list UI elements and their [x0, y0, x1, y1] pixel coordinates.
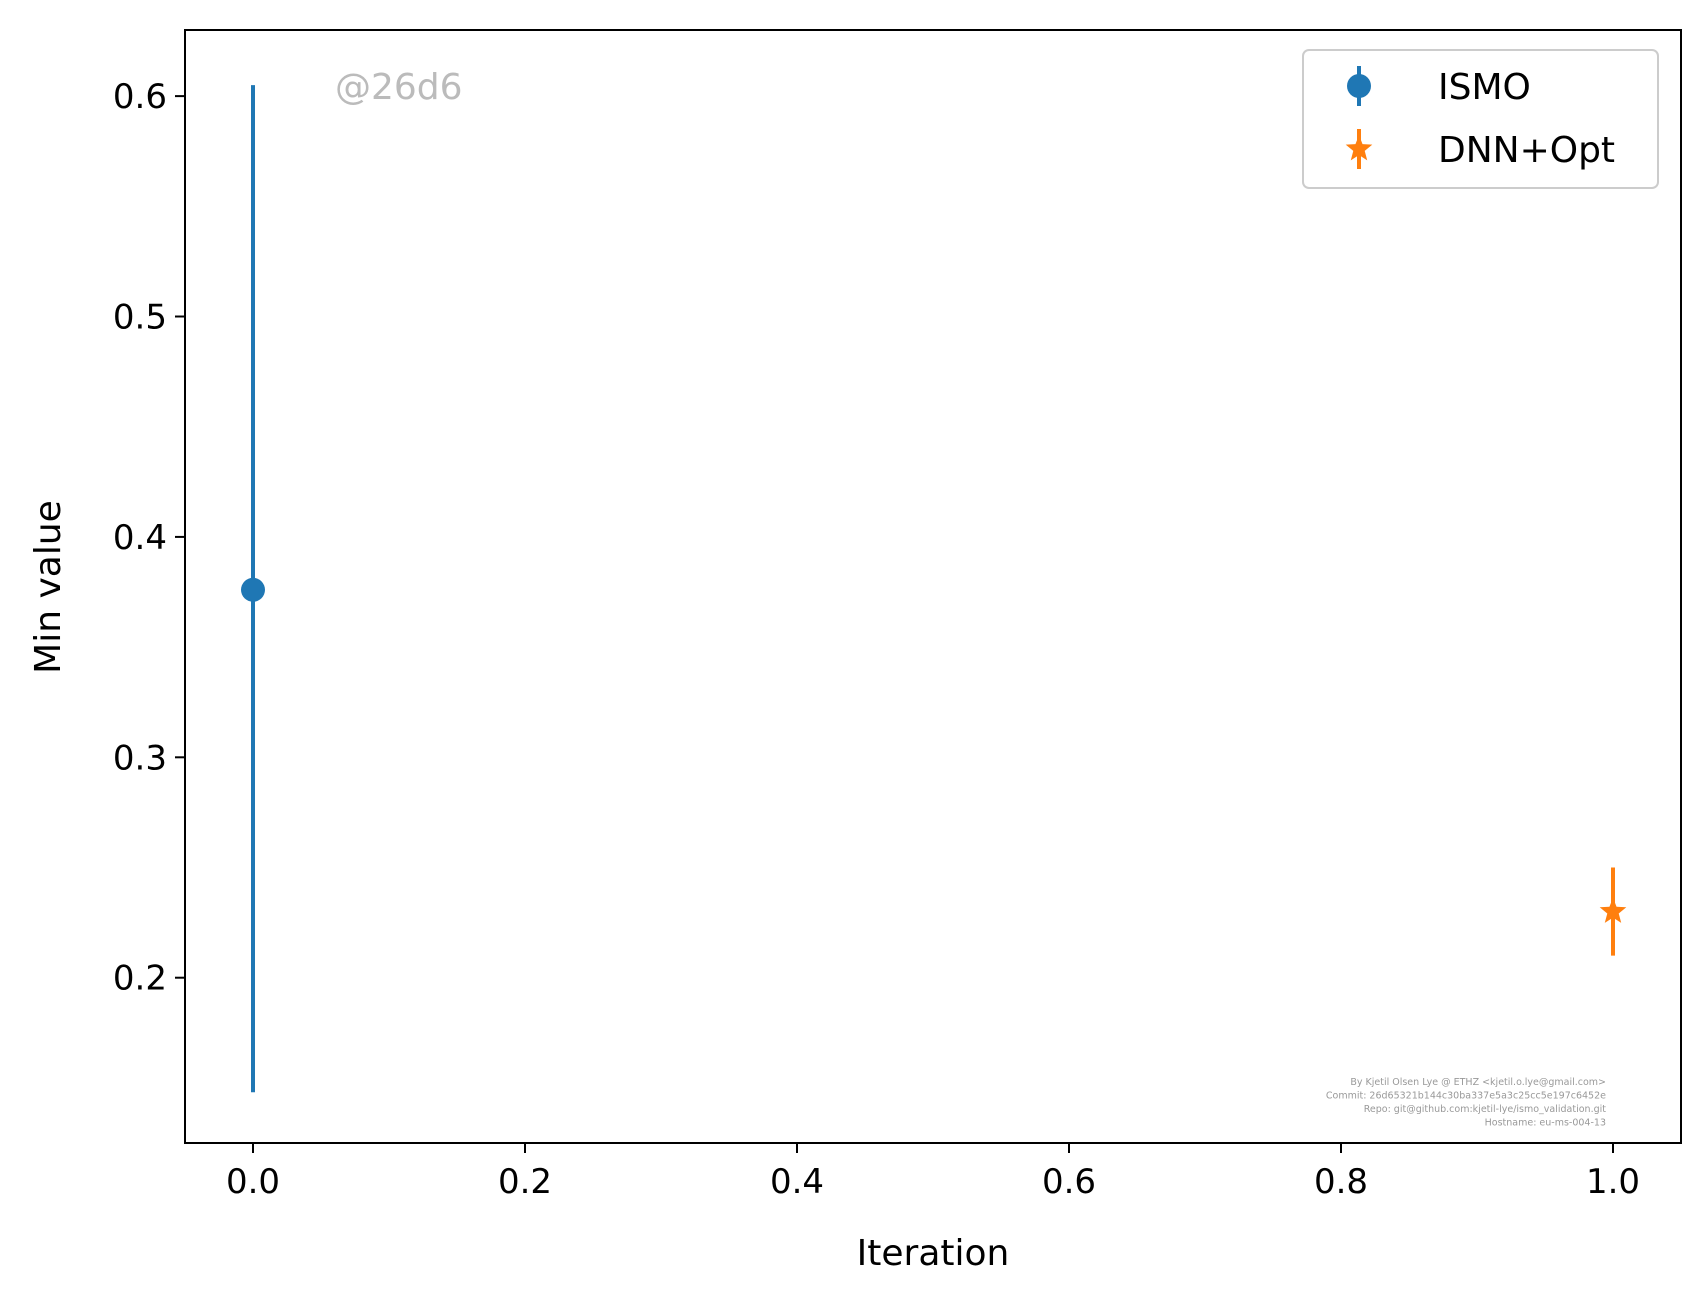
y-axis-label: Min value	[28, 500, 69, 674]
dnn-opt-point	[1599, 897, 1627, 923]
x-tick-label: 0.6	[1042, 1162, 1096, 1202]
legend: ISMO DNN+Opt	[1302, 49, 1659, 189]
y-tick-label: 0.2	[113, 959, 167, 999]
ismo-point	[241, 577, 265, 602]
legend-label: DNN+Opt	[1438, 130, 1615, 171]
y-tick-label: 0.6	[113, 77, 167, 117]
y-tick-label: 0.4	[113, 518, 167, 558]
x-tick-label: 0.8	[1314, 1162, 1368, 1202]
legend-item-dnn-opt: DNN+Opt	[1345, 129, 1615, 171]
legend-star-marker	[1345, 135, 1373, 161]
x-tick-label: 0.0	[226, 1162, 280, 1202]
credit-line: By Kjetil Olsen Lye @ ETHZ <kjetil.o.lye…	[1350, 1077, 1606, 1088]
legend-item-ismo: ISMO	[1347, 66, 1531, 108]
credit-line: Repo: git@github.com:kjetil-lye/ismo_val…	[1364, 1104, 1607, 1115]
plot-area	[185, 30, 1681, 1143]
x-tick-label: 0.2	[498, 1162, 552, 1202]
series-layer	[241, 85, 1627, 1093]
x-axis-label: Iteration	[857, 1233, 1010, 1274]
x-axis-ticks: 0.0 0.2 0.4 0.6 0.8 1.0	[226, 1143, 1640, 1202]
x-tick-label: 1.0	[1586, 1162, 1640, 1202]
legend-circle-marker	[1347, 74, 1371, 98]
credits-text: By Kjetil Olsen Lye @ ETHZ <kjetil.o.lye…	[1326, 1077, 1606, 1129]
y-axis-ticks: 0.2 0.3 0.4 0.5 0.6	[113, 77, 185, 999]
watermark: @26d6	[335, 67, 463, 108]
x-tick-label: 0.4	[770, 1162, 824, 1202]
legend-label: ISMO	[1438, 67, 1531, 108]
legend-frame	[1302, 49, 1659, 189]
legend-items: ISMO DNN+Opt	[1345, 66, 1615, 171]
plot-frame	[184, 29, 1682, 1144]
credit-line: Hostname: eu-ms-004-13	[1485, 1118, 1606, 1129]
y-tick-label: 0.5	[113, 298, 167, 338]
credit-line: Commit: 26d65321b144c30ba337e5a3c25cc5e1…	[1326, 1091, 1606, 1102]
y-tick-label: 0.3	[113, 738, 167, 778]
